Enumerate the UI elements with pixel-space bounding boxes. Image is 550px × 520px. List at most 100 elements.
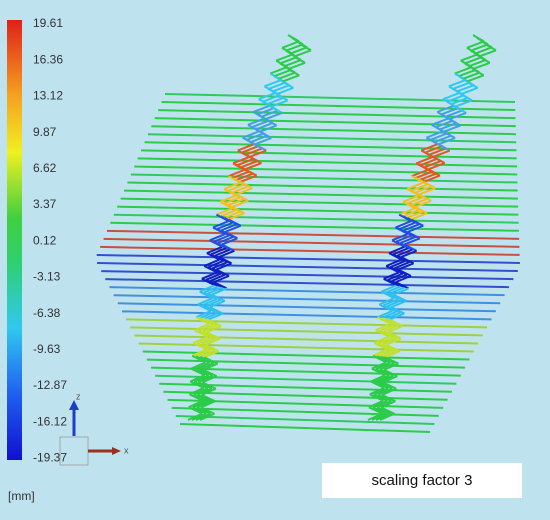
mesh-line	[147, 133, 517, 144]
mesh-zigzag	[375, 329, 390, 338]
mesh-zigzag	[242, 130, 260, 139]
deformed-mesh	[96, 34, 520, 433]
mesh-zigzag	[389, 312, 405, 321]
mesh-zigzag	[395, 274, 412, 284]
mesh-zigzag	[213, 234, 230, 243]
mesh-zigzag	[423, 180, 436, 190]
mesh-zigzag	[423, 160, 442, 169]
mesh-zigzag	[403, 243, 418, 252]
mesh-zigzag	[201, 387, 217, 396]
mesh-zigzag	[383, 368, 398, 378]
mesh-zigzag	[414, 185, 432, 194]
mesh-zigzag	[221, 243, 235, 252]
mesh-zigzag	[299, 43, 312, 52]
mesh-zigzag	[472, 61, 491, 71]
mesh-zigzag	[198, 323, 214, 332]
mesh-zigzag	[374, 374, 390, 383]
mesh-zigzag	[260, 109, 279, 118]
mesh-zigzag	[201, 375, 218, 384]
x-label: x	[124, 445, 129, 455]
mesh-zigzag	[377, 342, 393, 351]
mesh-zigzag	[399, 235, 417, 245]
mesh-zigzag	[224, 210, 241, 219]
mesh-zigzag	[199, 349, 216, 358]
legend-label: -19.37	[33, 451, 67, 465]
mesh-zigzag	[387, 331, 402, 340]
mesh-zigzag	[201, 381, 217, 390]
mesh-zigzag	[250, 134, 268, 144]
axis-triad: z x	[59, 391, 129, 466]
mesh-zigzag	[414, 206, 428, 215]
mesh-zigzag	[258, 91, 277, 101]
mesh-zigzag	[379, 323, 395, 332]
mesh-zigzag	[244, 162, 262, 171]
mesh-zigzag	[387, 272, 404, 281]
mesh-zigzag	[215, 268, 230, 277]
mesh-zigzag	[279, 56, 298, 65]
mesh-zigzag	[368, 406, 383, 415]
mesh-zigzag	[437, 143, 451, 152]
mesh-zigzag	[204, 337, 221, 346]
mesh-zigzag	[206, 331, 221, 340]
mesh-zigzag	[207, 318, 222, 327]
legend-label: 13.12	[33, 89, 63, 103]
mesh-zigzag	[264, 111, 283, 121]
mesh-zigzag	[372, 399, 388, 409]
mesh-zigzag	[192, 342, 208, 351]
mesh-line	[151, 125, 516, 136]
mesh-zigzag	[203, 285, 220, 294]
color-bar	[7, 20, 22, 460]
mesh-zigzag	[193, 387, 209, 396]
mesh-zigzag	[373, 335, 390, 344]
mesh-zigzag	[378, 381, 393, 390]
mesh-zigzag	[275, 53, 294, 62]
mesh-zigzag	[285, 43, 304, 52]
mesh-zigzag	[197, 297, 214, 306]
mesh-zigzag	[452, 81, 471, 90]
mesh-zigzag	[249, 149, 267, 158]
mesh-line	[97, 262, 518, 273]
mesh-zigzag	[368, 399, 384, 409]
mesh-zigzag	[219, 194, 237, 203]
mesh-zigzag	[377, 387, 393, 396]
mesh-zigzag	[466, 74, 485, 83]
mesh-zigzag	[197, 387, 213, 396]
mesh-zigzag	[387, 325, 403, 334]
mesh-zigzag	[407, 224, 424, 233]
mesh-zigzag	[216, 207, 233, 216]
mesh-zigzag	[289, 46, 308, 55]
mesh-zigzag	[209, 273, 226, 282]
mesh-line	[154, 117, 516, 128]
mesh-zigzag	[420, 143, 439, 152]
mesh-zigzag	[410, 212, 428, 221]
mesh-zigzag	[272, 84, 290, 93]
legend-label: -16.12	[33, 414, 67, 428]
mesh-zigzag	[456, 84, 475, 93]
mesh-zigzag	[392, 247, 409, 256]
mesh-zigzag	[391, 232, 409, 242]
mesh-zigzag	[196, 336, 213, 345]
mesh-zigzag	[252, 104, 271, 113]
mesh-zigzag	[371, 412, 387, 421]
mesh-zigzag	[188, 399, 204, 409]
mesh-zigzag	[423, 174, 441, 183]
mesh-zigzag	[375, 412, 391, 421]
mesh-zigzag	[435, 119, 453, 129]
mesh-zigzag	[195, 316, 210, 325]
mesh-zigzag	[466, 40, 485, 49]
mesh-zigzag	[277, 71, 296, 80]
mesh-zigzag	[380, 349, 397, 358]
mesh-zigzag	[246, 132, 264, 141]
mesh-line	[110, 221, 519, 232]
mesh-zigzag	[434, 134, 452, 144]
mesh-zigzag	[436, 104, 455, 113]
mesh-zigzag	[432, 155, 446, 164]
mesh-zigzag	[206, 245, 223, 255]
mesh-zigzag	[293, 55, 306, 64]
mesh-zigzag	[205, 299, 222, 308]
mesh-zigzag	[287, 68, 300, 77]
mesh-zigzag	[228, 212, 245, 221]
mesh-zigzag	[281, 80, 294, 89]
mesh-zigzag	[251, 119, 269, 129]
mesh-zigzag	[395, 220, 412, 229]
